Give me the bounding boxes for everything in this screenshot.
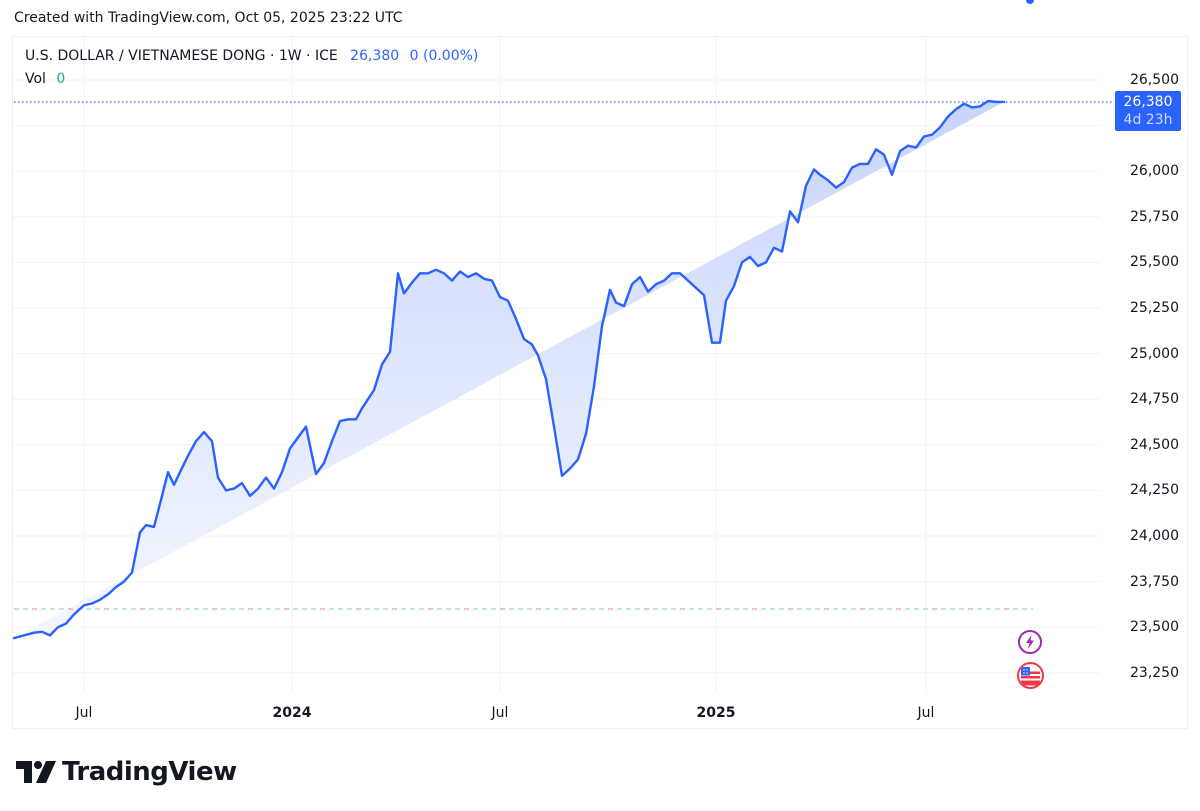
chart-frame[interactable]: [12, 36, 1188, 729]
price-axis-label: 26,000: [1130, 163, 1179, 180]
price-axis-label: 24,500: [1130, 436, 1179, 453]
last-price-value: 26,380: [350, 48, 400, 64]
price-axis-label: 23,750: [1130, 573, 1179, 590]
price-change-value: 0 (0.00%): [409, 48, 479, 64]
price-axis-label: 24,250: [1130, 482, 1179, 499]
price-axis-label: 24,000: [1130, 528, 1179, 544]
last-price-tag-value: 26,380: [1123, 94, 1173, 110]
time-axis-label: 2025: [696, 705, 736, 721]
price-axis-label: 23,250: [1130, 664, 1179, 681]
time-axis-label: Jul: [491, 705, 509, 721]
lightning-event-icon[interactable]: [1018, 630, 1042, 654]
price-axis-label: 25,250: [1130, 300, 1179, 316]
symbol-title[interactable]: U.S. DOLLAR / VIETNAMESE DONG · 1W · ICE: [25, 48, 338, 64]
us-flag-event-icon[interactable]: [1017, 662, 1044, 689]
price-axis-label: 25,750: [1130, 208, 1179, 225]
price-axis-label: 26,500: [1130, 72, 1179, 88]
created-with-caption: Created with TradingView.com, Oct 05, 20…: [14, 10, 403, 26]
price-axis-label: 25,500: [1130, 254, 1179, 271]
volume-value: 0: [56, 71, 66, 87]
time-axis-label: Jul: [75, 705, 93, 721]
volume-label: Vol: [25, 71, 46, 87]
tradingview-logo-icon: [16, 761, 56, 783]
tradingview-logo[interactable]: TradingView: [16, 757, 237, 787]
last-price-tag: 26,380 4d 23h: [1115, 91, 1181, 131]
price-axis-label: 25,000: [1130, 345, 1179, 362]
price-line[interactable]: [12, 99, 1006, 640]
price-axis-label: 23,500: [1130, 619, 1179, 636]
time-axis-label: Jul: [917, 705, 935, 721]
tradingview-logo-text: TradingView: [62, 757, 237, 787]
volume-legend: Vol 0: [25, 71, 65, 87]
chart-legend: U.S. DOLLAR / VIETNAMESE DONG · 1W · ICE…: [25, 48, 478, 64]
price-area-fill: [14, 101, 1004, 639]
price-axis-label: 24,750: [1130, 391, 1179, 408]
last-price-dot: [1026, 0, 1034, 4]
time-axis-label: 2024: [272, 705, 312, 721]
bar-countdown: 4d 23h: [1123, 112, 1173, 128]
